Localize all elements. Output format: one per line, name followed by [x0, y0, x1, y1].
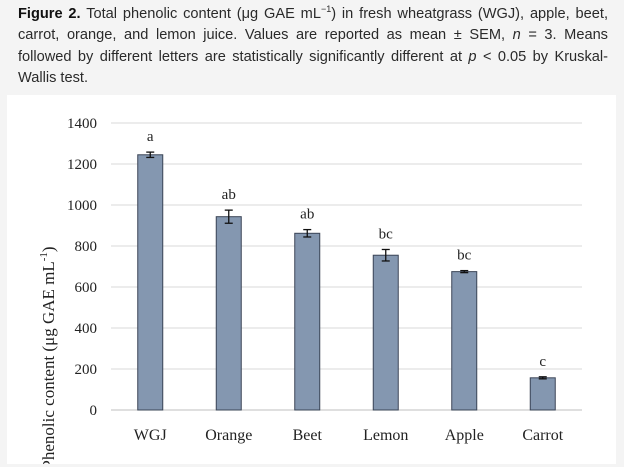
chart-panel: 0 200 400 600 800 1000 1200 1400 a ab ab bc bc c WGJ…	[7, 95, 616, 464]
error-bar	[224, 209, 233, 224]
significance-letter: c	[539, 354, 546, 370]
error-bar	[303, 228, 312, 238]
y-axis-label-main: Phenolic content (μg GAE mL	[39, 261, 58, 464]
y-axis-label: Phenolic content (μg GAE mL-1)	[38, 246, 58, 464]
y-tick-label: 1200	[67, 157, 97, 173]
x-tick-label: Orange	[205, 427, 252, 444]
error-bars	[146, 151, 547, 380]
caption-p-symbol: p	[468, 48, 477, 65]
y-tick-label: 0	[90, 403, 98, 419]
x-tick-label: Beet	[293, 427, 323, 444]
x-tick-label: Carrot	[522, 427, 563, 444]
caption-n-symbol: n	[512, 27, 521, 44]
y-axis-label-exponent: -1	[38, 252, 50, 261]
y-tick-label: 400	[75, 321, 98, 337]
y-tick-label: 600	[75, 280, 98, 296]
figure-label: Figure 2.	[18, 6, 81, 22]
figure-caption: Figure 2. Total phenolic content (μg GAE…	[18, 4, 608, 90]
y-tick-label: 800	[75, 239, 98, 255]
caption-text-3: = 3. Means followed by different letters…	[18, 27, 608, 65]
significance-letters: a ab ab bc bc c	[147, 129, 547, 370]
x-tick-label: WGJ	[134, 427, 167, 444]
error-bar	[460, 269, 469, 274]
significance-letter: bc	[457, 248, 472, 264]
y-tick-label: 200	[75, 362, 98, 378]
error-bar	[538, 376, 547, 380]
x-tick-label: Lemon	[363, 427, 408, 444]
y-axis-label-close: )	[39, 246, 58, 252]
caption-unit-exponent: −1	[320, 4, 332, 15]
significance-letter: a	[147, 129, 154, 145]
caption-text-1: Total phenolic content (μg GAE mL	[86, 6, 321, 22]
significance-letter: ab	[300, 207, 314, 223]
bars	[137, 154, 556, 411]
significance-letter: bc	[379, 226, 394, 242]
y-tick-label: 1000	[67, 198, 97, 214]
error-bar	[146, 151, 155, 159]
y-tick-labels: 0 200 400 600 800 1000 1200 1400	[67, 116, 97, 419]
gridlines	[111, 122, 582, 411]
bar	[294, 232, 321, 411]
bar	[215, 216, 242, 411]
x-tick-label: Apple	[445, 427, 484, 444]
significance-letter: ab	[222, 187, 236, 203]
error-bar	[381, 248, 390, 262]
x-tick-labels: WGJ Orange Beet Lemon Apple Carrot	[134, 427, 564, 444]
bar	[529, 377, 556, 411]
y-tick-label: 1400	[67, 116, 97, 132]
bar-chart: 0 200 400 600 800 1000 1200 1400 a ab ab bc bc c WGJ…	[38, 116, 582, 464]
caption-text-2: ) in fresh wheatgrass (WGJ), apple, beet…	[18, 6, 609, 44]
bar	[451, 271, 478, 411]
bar	[137, 154, 164, 411]
caption-text-4: < 0.05 by Kruskal-Wallis test.	[18, 48, 608, 87]
bar	[372, 254, 399, 411]
